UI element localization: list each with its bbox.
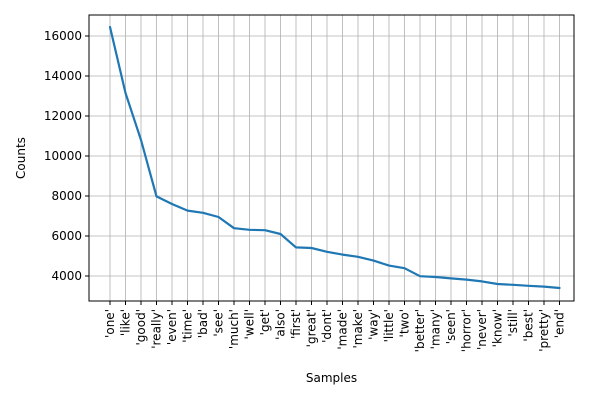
plot-frame — [88, 14, 575, 302]
x-tick-label: 'end' — [553, 309, 567, 338]
x-tick-label: 'much' — [227, 309, 241, 349]
x-tick-label: 'horror' — [460, 309, 474, 352]
x-tick-label: 'better' — [413, 309, 427, 352]
x-tick-label: 'best' — [522, 309, 536, 342]
x-tick-label: 'great' — [305, 309, 319, 347]
x-tick-label: 'get' — [258, 309, 272, 335]
series-layer — [108, 25, 561, 290]
x-tick-label: 'never' — [475, 309, 489, 350]
y-tick-label: 12000 — [44, 109, 82, 123]
x-axis-label: Samples — [306, 371, 357, 385]
x-tick-label: 'also' — [274, 309, 288, 340]
y-tick-label: 14000 — [44, 69, 82, 83]
y-tick-label: 10000 — [44, 149, 82, 163]
x-tick-label: 'one' — [103, 309, 117, 338]
x-tick-label: 'really' — [150, 309, 164, 349]
x-tick-label: 'like' — [119, 309, 133, 336]
x-tick-label: 'seen' — [444, 309, 458, 344]
x-tick-label: 'pretty' — [537, 309, 551, 352]
x-tick-label: 'good' — [134, 309, 148, 346]
grid — [89, 15, 574, 301]
y-tick-label: 8000 — [51, 189, 82, 203]
x-tick-label: 'bad' — [196, 309, 210, 338]
tick-layer: 'one''like''good''really''even''time''ba… — [44, 29, 567, 352]
x-tick-label: 'still' — [506, 309, 520, 337]
x-tick-label: 'know' — [491, 309, 505, 347]
y-tick-label: 6000 — [51, 229, 82, 243]
x-tick-label: 'well' — [243, 309, 257, 339]
x-tick-label: 'even' — [165, 309, 179, 345]
x-tick-label: 'time' — [181, 309, 195, 343]
series-line — [108, 25, 561, 290]
x-tick-label: 'way' — [367, 309, 381, 340]
y-axis-label: Counts — [14, 137, 28, 179]
x-tick-label: 'little' — [382, 309, 396, 342]
x-tick-label: 'make' — [351, 309, 365, 349]
x-tick-label: 'see' — [212, 309, 226, 337]
x-tick-label: 'dont' — [320, 309, 334, 343]
y-tick-label: 16000 — [44, 29, 82, 43]
y-tick-label: 4000 — [51, 269, 82, 283]
x-tick-label: 'first' — [289, 309, 303, 339]
x-tick-label: 'many' — [429, 309, 443, 349]
x-tick-label: 'two' — [398, 309, 412, 337]
x-tick-label: 'made' — [336, 309, 350, 350]
